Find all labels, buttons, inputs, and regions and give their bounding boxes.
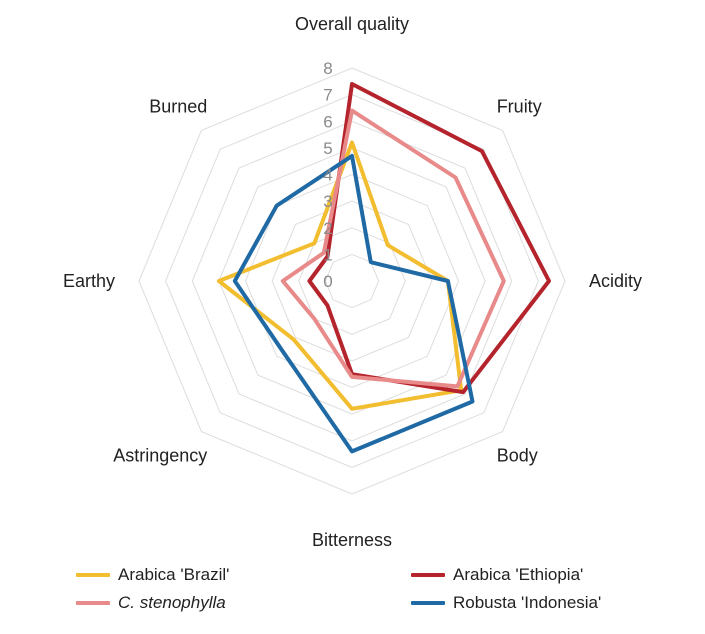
legend-item-c-stenophylla: C. stenophylla (76, 593, 226, 613)
grid-ring-2 (298, 227, 406, 335)
legend-label: Arabica 'Ethiopia' (453, 565, 584, 584)
tick-label: 2 (323, 219, 332, 238)
grid-ring-6 (191, 120, 513, 442)
grid-ring-8 (138, 67, 566, 495)
axis-label: Bitterness (312, 530, 392, 550)
grid-ring-4 (244, 173, 460, 389)
radial-tick-labels: 0 1 2 3 4 5 6 7 8 (323, 59, 332, 291)
tick-label: 3 (323, 192, 332, 211)
legend-swatch (411, 601, 445, 605)
axis-label: Overall quality (295, 14, 409, 34)
legend: Arabica 'Brazil' C. stenophylla Arabica … (0, 560, 705, 620)
axis-label: Earthy (63, 271, 115, 291)
legend-label: C. stenophylla (118, 593, 226, 612)
tick-label: 8 (323, 59, 332, 78)
tick-label: 6 (323, 112, 332, 131)
series-line-1 (307, 82, 551, 395)
legend-swatch (76, 573, 110, 577)
tick-label: 0 (323, 272, 332, 291)
tick-label: 7 (323, 86, 332, 105)
legend-item-arabica-brazil: Arabica 'Brazil' (76, 565, 229, 585)
axis-labels: Overall quality Fruity Acidity Body Bitterne… (63, 14, 642, 550)
series-line-3 (232, 153, 475, 454)
grid-ring-5 (218, 147, 486, 415)
tick-label: 1 (323, 245, 332, 264)
series-line-0 (216, 140, 464, 411)
series-line-2 (280, 108, 506, 389)
legend-swatch (76, 601, 110, 605)
legend-item-arabica-ethiopia: Arabica 'Ethiopia' (411, 565, 583, 585)
legend-label: Arabica 'Brazil' (118, 565, 230, 584)
axis-label: Acidity (589, 271, 642, 291)
grid (138, 67, 566, 495)
axis-label: Body (497, 446, 538, 466)
grid-ring-1 (324, 253, 380, 309)
series-lines (216, 82, 551, 454)
tick-label: 4 (323, 166, 332, 185)
radar-chart: 0 1 2 3 4 5 6 7 8 Overall quality Fruity Acidity Bo… (63, 14, 642, 550)
grid-ring-3 (271, 200, 433, 362)
axis-label: Fruity (497, 96, 542, 116)
axis-label: Burned (149, 96, 207, 116)
axis-label: Astringency (113, 446, 207, 466)
legend-swatch (411, 573, 445, 577)
legend-item-robusta-indonesia: Robusta 'Indonesia' (411, 593, 601, 613)
tick-label: 5 (323, 139, 332, 158)
legend-label: Robusta 'Indonesia' (453, 593, 602, 612)
